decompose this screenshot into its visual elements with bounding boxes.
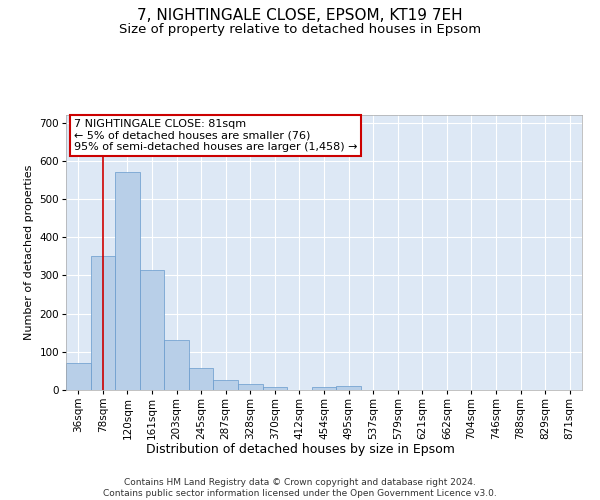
Bar xyxy=(164,340,189,390)
Bar xyxy=(238,384,263,390)
Bar xyxy=(214,380,238,390)
Text: Distribution of detached houses by size in Epsom: Distribution of detached houses by size … xyxy=(146,442,454,456)
Bar xyxy=(140,270,164,390)
Bar xyxy=(312,386,336,390)
Text: Size of property relative to detached houses in Epsom: Size of property relative to detached ho… xyxy=(119,22,481,36)
Text: 7 NIGHTINGALE CLOSE: 81sqm
← 5% of detached houses are smaller (76)
95% of semi-: 7 NIGHTINGALE CLOSE: 81sqm ← 5% of detac… xyxy=(74,119,357,152)
Text: 7, NIGHTINGALE CLOSE, EPSOM, KT19 7EH: 7, NIGHTINGALE CLOSE, EPSOM, KT19 7EH xyxy=(137,8,463,22)
Bar xyxy=(263,387,287,390)
Bar xyxy=(66,364,91,390)
Bar xyxy=(189,368,214,390)
Bar xyxy=(336,386,361,390)
Y-axis label: Number of detached properties: Number of detached properties xyxy=(24,165,34,340)
Text: Contains HM Land Registry data © Crown copyright and database right 2024.
Contai: Contains HM Land Registry data © Crown c… xyxy=(103,478,497,498)
Bar xyxy=(91,256,115,390)
Bar xyxy=(115,172,140,390)
